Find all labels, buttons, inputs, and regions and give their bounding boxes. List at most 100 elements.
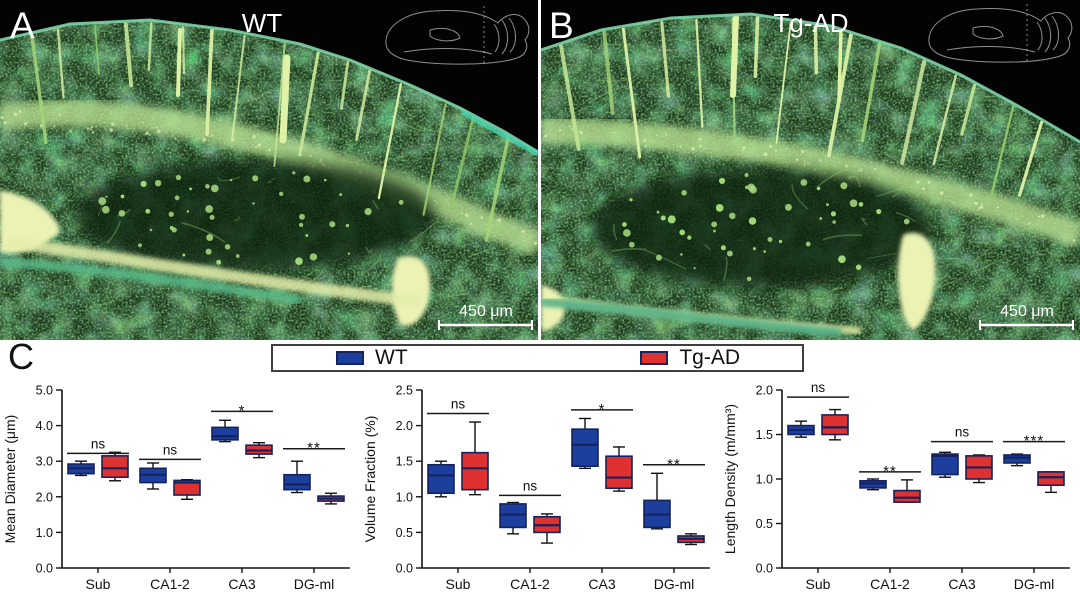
significance-label: ns	[91, 436, 106, 451]
brain-atlas-icon	[385, 6, 530, 66]
panel-a-scale-bar: 450 μm	[438, 303, 533, 330]
charts-row: 0.0 1.0 2.0 3.0 4.0 5.0 Mean Diameter (μm) Sub C…	[0, 374, 1080, 602]
x-category-label: CA1-2	[510, 576, 550, 592]
x-category-label: CA3	[588, 576, 615, 592]
box-wt-ca1-2	[859, 478, 887, 491]
y-tick-label: 2.0	[36, 490, 53, 504]
box-tg-ad-dg-ml	[1037, 471, 1065, 494]
box-wt-ca3	[931, 451, 959, 478]
legend-label-tgad: Tg-AD	[679, 346, 740, 369]
box-tg-ad-sub	[821, 408, 849, 441]
legend-swatch-tgad	[640, 351, 669, 365]
legend-item-tgad: Tg-AD	[639, 346, 740, 370]
y-tick-label: 2.5	[396, 384, 413, 398]
box-tg-ad-ca3	[245, 441, 273, 459]
box-wt-sub	[787, 420, 815, 438]
significance-label: **	[667, 456, 681, 473]
chart-legend: WT Tg-AD	[271, 344, 804, 372]
panel-a-title: WT	[242, 8, 283, 38]
panel-b-letter: B	[549, 5, 574, 46]
panel-b-micrograph: B Tg-AD 450 μm	[541, 0, 1080, 340]
panel-b-tissue	[541, 12, 1080, 340]
y-tick-label: 0.0	[396, 562, 413, 576]
panel-b-title: Tg-AD	[773, 8, 848, 38]
significance-label: **	[307, 440, 321, 457]
y-tick-label: 0.0	[36, 562, 53, 576]
x-category-label: DG-ml	[654, 576, 694, 592]
panel-b-scale-bar: 450 μm	[979, 303, 1074, 330]
x-category-label: CA1-2	[870, 576, 910, 592]
box-wt-dg-ml	[1003, 453, 1031, 467]
brain-atlas-icon	[928, 4, 1073, 64]
chart-volume-fraction: 0.0 0.5 1.0 1.5 2.0 2.5 Volume Fraction (%) Sub…	[362, 384, 710, 592]
x-category-label: Sub	[86, 576, 111, 592]
box-wt-sub	[67, 460, 95, 477]
box-wt-ca3	[211, 419, 239, 443]
legend-item-wt: WT	[335, 346, 408, 370]
significance-label: ns	[523, 478, 538, 493]
y-tick-label: 1.5	[756, 428, 773, 442]
y-tick-label: 0.5	[756, 517, 773, 531]
micrograph-row: A WT 450 μm	[0, 0, 1080, 340]
box-wt-ca1-2	[139, 462, 167, 490]
box-tg-ad-dg-ml	[317, 492, 345, 505]
y-tick-label: 1.0	[396, 490, 413, 504]
y-tick-label: 2.0	[756, 384, 773, 398]
significance-label: *	[599, 401, 606, 418]
panel-b: B Tg-AD 450 μm	[541, 0, 1080, 340]
y-tick-label: 0.5	[396, 526, 413, 540]
y-axis-label: Mean Diameter (μm)	[2, 415, 18, 544]
box-wt-ca1-2	[499, 501, 527, 535]
significance-label: **	[883, 463, 897, 480]
box-tg-ad-ca3	[965, 454, 993, 484]
x-category-label: CA3	[948, 576, 975, 592]
y-tick-label: 0.0	[756, 562, 773, 576]
significance-label: ns	[163, 442, 178, 457]
chart-length-density: 0.0 0.5 1.0 1.5 2.0 Length Density (m/mm³) Sub…	[722, 380, 1070, 592]
box-tg-ad-sub	[101, 451, 129, 482]
significance-label: ***	[1024, 433, 1045, 450]
panel-divider	[538, 0, 541, 340]
y-tick-label: 1.5	[396, 455, 413, 469]
panel-a-letter: A	[10, 5, 35, 46]
y-tick-label: 4.0	[36, 419, 53, 433]
y-axis-label: Volume Fraction (%)	[362, 416, 378, 543]
panel-a: A WT 450 μm	[0, 0, 538, 340]
y-tick-label: 5.0	[36, 384, 53, 398]
significance-label: ns	[955, 425, 970, 440]
box-tg-ad-ca1-2	[533, 513, 561, 544]
x-category-label: DG-ml	[1014, 576, 1054, 592]
x-category-label: Sub	[806, 576, 831, 592]
significance-label: ns	[451, 396, 466, 411]
box-wt-dg-ml	[643, 472, 671, 530]
y-tick-label: 1.0	[36, 526, 53, 540]
x-category-label: CA3	[228, 576, 255, 592]
x-category-label: DG-ml	[294, 576, 334, 592]
chart-mean-diameter: 0.0 1.0 2.0 3.0 4.0 5.0 Mean Diameter (μm) Sub C…	[2, 384, 350, 592]
y-axis-label: Length Density (m/mm³)	[722, 404, 738, 554]
panel-a-scale-label: 450 μm	[459, 303, 513, 320]
box-wt-ca3	[571, 417, 599, 470]
panel-b-scale-label: 450 μm	[1000, 303, 1054, 320]
panel-a-micrograph: A WT 450 μm	[0, 0, 538, 340]
box-tg-ad-ca3	[605, 446, 633, 492]
significance-label: *	[239, 402, 246, 419]
y-tick-label: 1.0	[756, 473, 773, 487]
panel-c-letter: C	[8, 336, 34, 377]
panel-c: C WT Tg-AD 0.0 1.0 2.0 3.0 4.0 5.0 Mean Diamet…	[0, 336, 1080, 604]
legend-label-wt: WT	[375, 346, 408, 369]
box-tg-ad-dg-ml	[677, 533, 705, 546]
box-wt-dg-ml	[283, 460, 311, 494]
significance-label: ns	[811, 380, 826, 395]
y-tick-label: 2.0	[396, 419, 413, 433]
box-tg-ad-ca1-2	[893, 479, 921, 503]
box-tg-ad-ca1-2	[173, 479, 201, 500]
y-tick-label: 3.0	[36, 455, 53, 469]
box-wt-sub	[427, 460, 455, 498]
box-tg-ad-sub	[461, 421, 489, 496]
legend-swatch-wt	[336, 351, 364, 365]
panel-a-tissue	[0, 18, 538, 340]
x-category-label: CA1-2	[150, 576, 190, 592]
x-category-label: Sub	[446, 576, 471, 592]
